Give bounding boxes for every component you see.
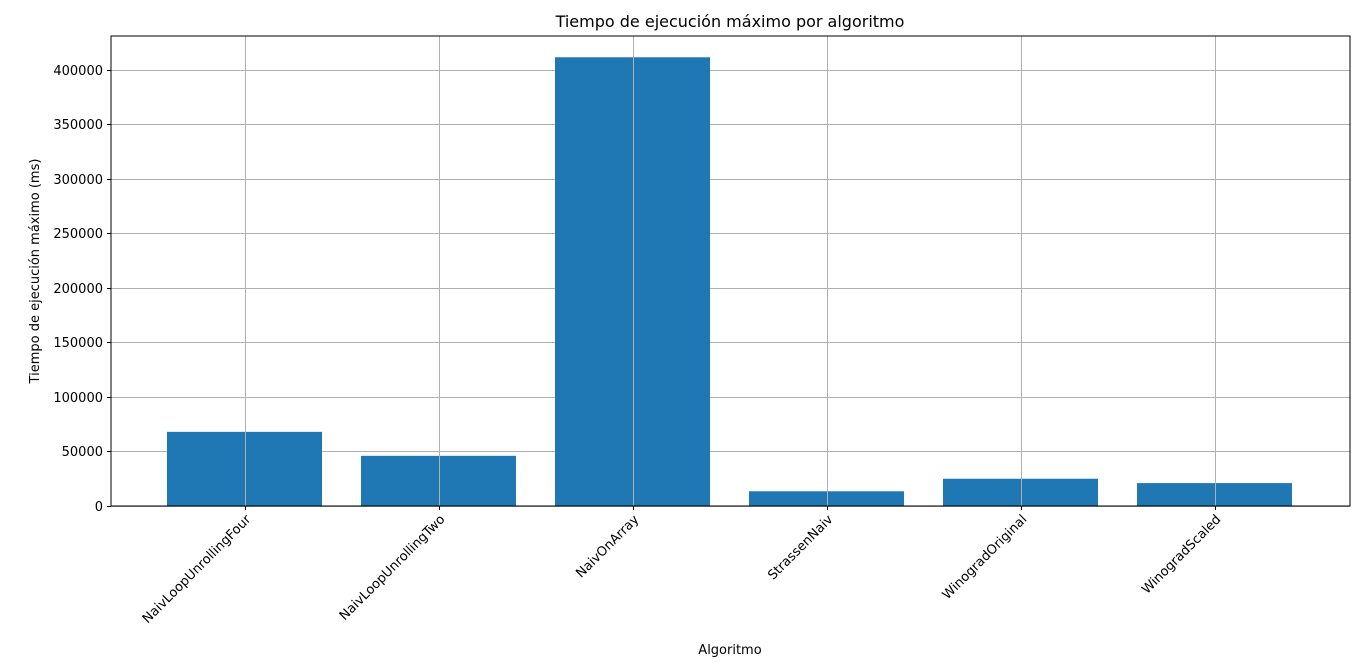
y-tick-label: 50000 [62,445,103,460]
bar [1137,483,1292,506]
chart-title: Tiempo de ejecución máximo por algoritmo [555,12,905,31]
y-tick-label: 350000 [53,118,103,133]
y-tick-label: 250000 [53,227,103,242]
bar [555,57,710,507]
bar [167,431,322,506]
x-axis-label: Algoritmo [698,643,761,658]
vertical-grid-lines [245,36,1216,506]
y-tick-label: 300000 [53,173,103,188]
y-axis-ticks: 0 50000 100000 150000 200000 250000 300000 3500… [53,64,111,515]
y-axis-label: Tiempo de ejecución máximo (ms) [28,159,43,385]
bar [943,478,1098,506]
y-tick-label: 150000 [53,336,103,351]
bar [361,455,516,506]
y-tick-label: 100000 [53,391,103,406]
y-tick-label: 0 [95,500,103,515]
bar [749,491,904,506]
bars [167,57,1292,507]
plot-frame [110,35,1351,507]
y-tick-label: 200000 [53,282,103,297]
y-tick-label: 400000 [53,64,103,79]
